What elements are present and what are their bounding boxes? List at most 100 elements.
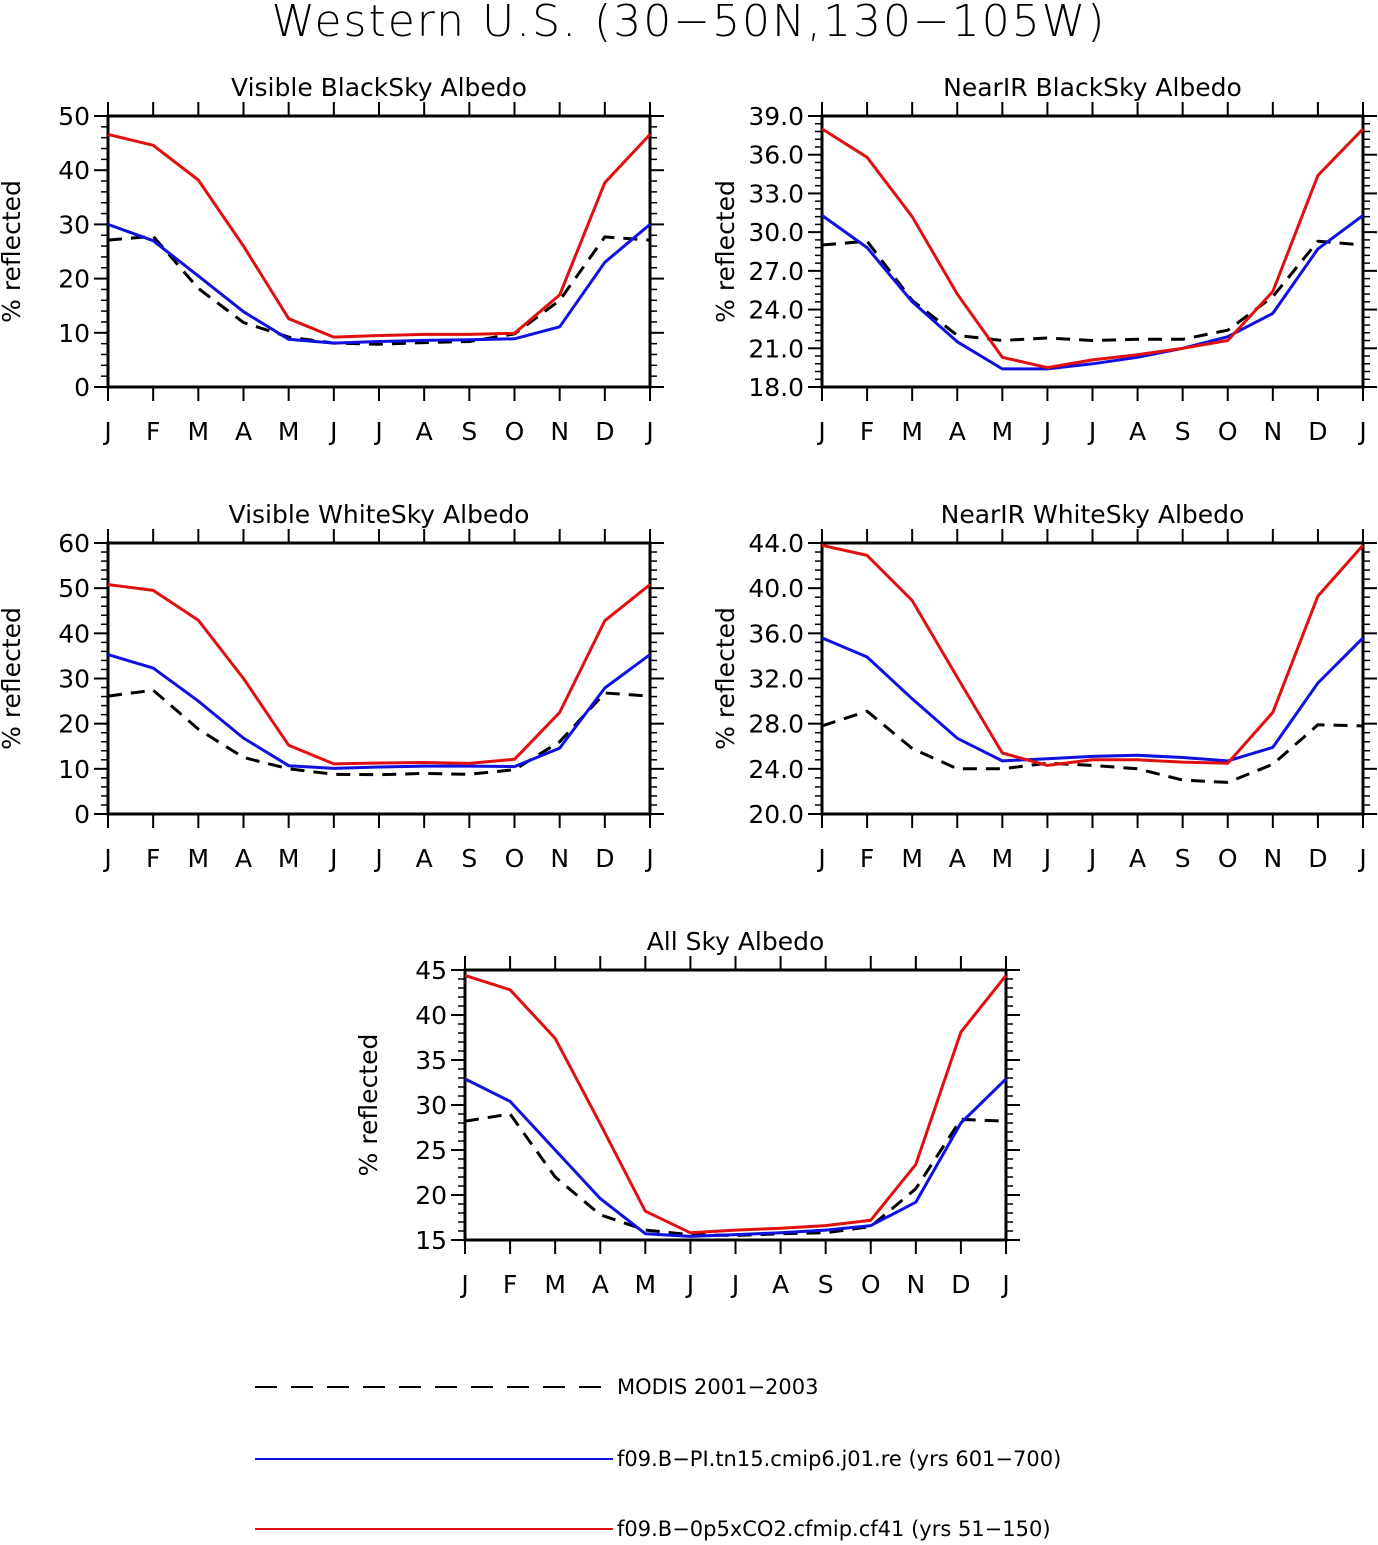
y-tick-label: 24.0 xyxy=(748,296,804,325)
x-tick-label: A xyxy=(949,417,966,446)
x-tick-label: A xyxy=(1129,844,1146,873)
x-tick-label: M xyxy=(901,417,923,446)
x-tick-label: N xyxy=(906,1270,925,1299)
x-tick-label: J xyxy=(328,417,337,446)
x-tick-label: A xyxy=(592,1270,609,1299)
y-tick-label: 0 xyxy=(74,373,90,402)
y-tick-label: 40 xyxy=(58,156,90,185)
series-line-obs xyxy=(821,709,1364,784)
x-tick-label: D xyxy=(951,1270,970,1299)
y-tick-label: 30 xyxy=(58,665,90,694)
y-tick-label: 30.0 xyxy=(748,218,804,247)
x-tick-label: J xyxy=(816,417,825,446)
series-line-case1 xyxy=(107,653,651,770)
y-tick-label: 35 xyxy=(415,1046,447,1075)
x-tick-label: O xyxy=(1218,844,1238,873)
x-tick-label: D xyxy=(595,844,614,873)
legend-label-obs: MODIS 2001−2003 xyxy=(617,1375,819,1399)
y-tick-label: 25 xyxy=(415,1136,447,1165)
x-tick-label: M xyxy=(992,417,1014,446)
x-tick-label: J xyxy=(459,1270,468,1299)
y-tick-label: 0 xyxy=(74,800,90,829)
y-tick-label: 40 xyxy=(415,1001,447,1030)
plot-frame xyxy=(463,968,1008,1242)
x-tick-label: O xyxy=(861,1270,881,1299)
x-tick-label: M xyxy=(188,417,210,446)
legend-label-case1: f09.B−PI.tn15.cmip6.j01.re (yrs 601−700) xyxy=(617,1447,1062,1471)
x-tick-label: S xyxy=(1175,844,1191,873)
x-tick-label: O xyxy=(1218,417,1238,446)
x-tick-label: F xyxy=(860,417,874,446)
chart-title: Visible BlackSky Albedo xyxy=(231,73,527,102)
series-line-obs xyxy=(464,1112,1007,1237)
x-tick-label: J xyxy=(1357,417,1366,446)
plots-svg: Visible BlackSky Albedo% reflectedJFMAMJ… xyxy=(0,73,1377,1299)
y-tick-label: 28.0 xyxy=(748,710,804,739)
x-tick-label: S xyxy=(461,417,477,446)
y-tick-label: 60 xyxy=(58,529,90,558)
x-tick-label: N xyxy=(1263,417,1282,446)
series-line-case1 xyxy=(464,1077,1008,1238)
legend-item-obs: MODIS 2001−2003 xyxy=(255,1372,1155,1402)
series-line-obs xyxy=(107,688,651,777)
x-tick-label: F xyxy=(860,844,874,873)
x-tick-label: A xyxy=(416,844,433,873)
x-tick-label: A xyxy=(1129,417,1146,446)
x-tick-label: S xyxy=(1175,417,1191,446)
y-tick-label: 20.0 xyxy=(748,800,804,829)
x-tick-label: M xyxy=(278,417,300,446)
y-tick-label: 33.0 xyxy=(748,179,804,208)
y-tick-label: 30 xyxy=(58,210,90,239)
x-tick-label: M xyxy=(635,1270,657,1299)
x-tick-label: M xyxy=(188,844,210,873)
x-tick-label: F xyxy=(503,1270,517,1299)
chart-title: All Sky Albedo xyxy=(647,927,825,956)
x-tick-label: M xyxy=(992,844,1014,873)
series-line-case2 xyxy=(107,583,651,766)
y-tick-label: 32.0 xyxy=(748,665,804,694)
y-tick-label: 36.0 xyxy=(748,619,804,648)
x-tick-label: A xyxy=(416,417,433,446)
y-tick-label: 24.0 xyxy=(748,755,804,784)
y-tick-label: 10 xyxy=(58,755,90,784)
x-tick-label: J xyxy=(1042,417,1051,446)
x-tick-label: M xyxy=(544,1270,566,1299)
plot-frame xyxy=(820,114,1365,389)
x-tick-label: O xyxy=(505,844,525,873)
y-tick-label: 20 xyxy=(415,1181,447,1210)
chart-panel-3: Visible WhiteSky Albedo% reflectedJFMAMJ… xyxy=(0,500,664,873)
x-tick-label: J xyxy=(102,417,111,446)
legend-swatch-obs xyxy=(255,1386,613,1388)
y-axis-label: % reflected xyxy=(711,607,740,750)
y-tick-label: 10 xyxy=(58,319,90,348)
y-axis-label: % reflected xyxy=(0,607,26,750)
legend-swatch-case2 xyxy=(255,1528,613,1530)
x-tick-label: M xyxy=(901,844,923,873)
x-tick-label: N xyxy=(550,417,569,446)
x-tick-label: J xyxy=(328,844,337,873)
x-tick-label: S xyxy=(818,1270,834,1299)
y-tick-label: 45 xyxy=(415,956,447,985)
x-tick-label: J xyxy=(685,1270,694,1299)
x-tick-label: M xyxy=(278,844,300,873)
y-axis-label: % reflected xyxy=(0,180,26,323)
y-tick-label: 50 xyxy=(58,574,90,603)
y-tick-label: 15 xyxy=(415,1226,447,1255)
y-axis-label: % reflected xyxy=(354,1034,383,1177)
x-tick-label: J xyxy=(1087,844,1096,873)
y-tick-label: 36.0 xyxy=(748,141,804,170)
chart-title: NearIR WhiteSky Albedo xyxy=(941,500,1245,529)
legend-swatch-case1 xyxy=(255,1458,613,1460)
x-tick-label: J xyxy=(102,844,111,873)
series-line-obs xyxy=(107,234,651,346)
y-tick-label: 50 xyxy=(58,102,90,131)
x-tick-label: F xyxy=(146,417,160,446)
series-line-case2 xyxy=(107,132,652,339)
x-tick-label: J xyxy=(1042,844,1051,873)
y-tick-label: 18.0 xyxy=(748,373,804,402)
y-axis-label: % reflected xyxy=(711,180,740,323)
x-tick-label: F xyxy=(146,844,160,873)
series-line-case1 xyxy=(821,636,1365,763)
